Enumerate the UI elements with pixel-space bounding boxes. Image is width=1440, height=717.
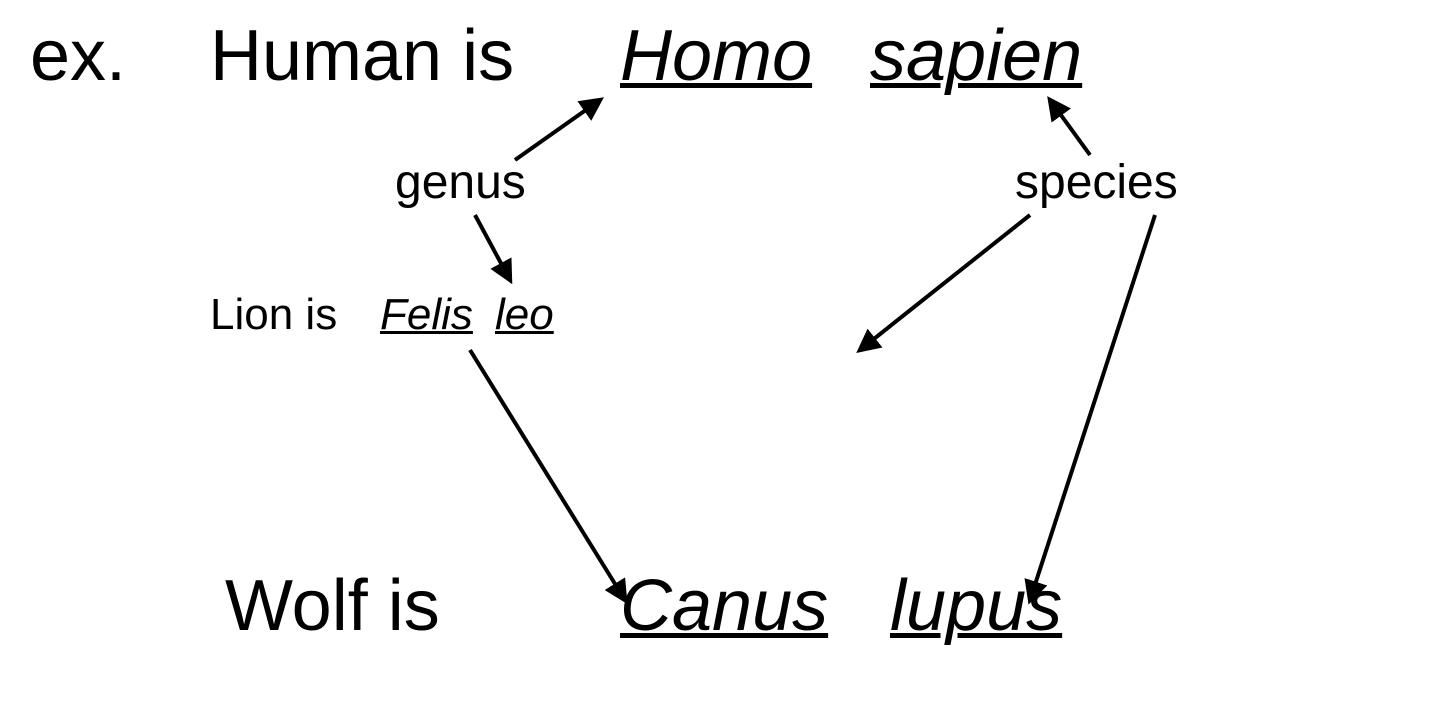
arrow-felis-to-canus	[470, 350, 625, 600]
binomial-canus-species: lupus	[890, 565, 1062, 647]
label-wolf-is: Wolf is	[225, 565, 440, 647]
binomial-felis-genus: Felis	[380, 290, 473, 340]
binomial-homo-genus: Homo	[620, 15, 812, 97]
arrow-species-to-lupus	[1030, 215, 1155, 600]
label-species: species	[1015, 155, 1178, 210]
diagram-stage: ex. Human is Homo sapien genus species L…	[0, 0, 1440, 717]
arrow-genus-to-felis	[475, 215, 510, 280]
arrow-genus-to-homo	[515, 100, 600, 160]
label-lion-is: Lion is	[210, 290, 337, 340]
binomial-canus-genus: Canus	[620, 565, 828, 647]
label-ex: ex.	[30, 15, 126, 97]
binomial-felis-species: leo	[495, 290, 554, 340]
arrow-species-to-leo	[860, 215, 1030, 350]
label-genus: genus	[395, 155, 526, 210]
binomial-homo-species: sapien	[870, 15, 1082, 97]
label-human-is: Human is	[210, 15, 514, 97]
arrow-species-to-sapien	[1050, 100, 1090, 155]
